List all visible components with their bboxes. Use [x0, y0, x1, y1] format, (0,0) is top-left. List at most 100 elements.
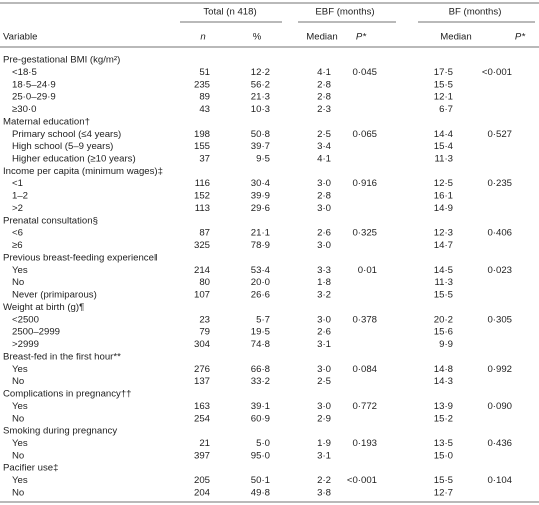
cell: 0·090: [487, 401, 512, 412]
column-header: n: [200, 32, 205, 43]
cell: 21: [199, 438, 210, 449]
row-label: 25·0–29·9: [12, 92, 56, 103]
cell: 11·3: [435, 153, 454, 164]
cell: 43: [199, 104, 210, 115]
cell: 37: [199, 153, 210, 164]
cell: 198: [194, 129, 210, 140]
cell: 0·305: [487, 314, 512, 325]
cell: 137: [194, 376, 210, 387]
cell: 3·1: [317, 450, 331, 461]
group-header: BF (months): [449, 7, 502, 18]
cell: 3·0: [317, 178, 331, 189]
cell: 6·7: [439, 104, 453, 115]
cell: 304: [194, 339, 211, 350]
cell: 0·045: [352, 67, 377, 78]
row-label: <6: [12, 228, 23, 239]
section-label: Smoking during pregnancy: [3, 426, 117, 437]
cell: 1·9: [317, 438, 331, 449]
cell: 66·8: [251, 364, 270, 375]
cell: 10·3: [251, 104, 270, 115]
row-label: >2: [12, 203, 23, 214]
cell: 49·8: [251, 487, 270, 498]
column-header: %: [253, 32, 262, 43]
row-label: Yes: [12, 438, 28, 449]
cell: 254: [194, 413, 211, 424]
cell: 3·3: [317, 265, 331, 276]
row-label: No: [12, 450, 24, 461]
row-label: Yes: [12, 364, 28, 375]
row-label: <1: [12, 178, 23, 189]
section-label: Maternal education†: [3, 116, 90, 127]
cell: 50·8: [251, 129, 270, 140]
cell: 12·3: [434, 228, 453, 239]
cell: 5·0: [256, 438, 270, 449]
cell: 1·8: [317, 277, 331, 288]
cell: 2·8: [317, 92, 331, 103]
cell: 39·9: [251, 191, 270, 202]
row-label: Yes: [12, 475, 28, 486]
cell: 15·2: [434, 413, 453, 424]
cell: 0·065: [352, 129, 377, 140]
cell: <0·001: [482, 67, 512, 78]
cell: 11·3: [435, 277, 454, 288]
cell: 0·916: [352, 178, 377, 189]
cell: 33·2: [251, 376, 270, 387]
row-label: <18·5: [12, 67, 37, 78]
cell: 60·9: [251, 413, 270, 424]
cell: 23: [199, 314, 210, 325]
cell: 5·7: [256, 314, 270, 325]
cell: 14·5: [434, 265, 453, 276]
row-label: No: [12, 413, 24, 424]
row-label: Primary school (≤4 years): [12, 129, 121, 140]
cell: 15·5: [434, 290, 453, 301]
row-label: >2999: [12, 339, 39, 350]
section-label: Weight at birth (g)¶: [3, 302, 84, 313]
column-header: Median: [440, 32, 471, 43]
cell: 3·2: [317, 290, 331, 301]
cell: 2·6: [317, 228, 331, 239]
cell: 0·235: [487, 178, 512, 189]
cell: 276: [194, 364, 210, 375]
cell: 13·9: [434, 401, 453, 412]
group-header: Total (n 418): [203, 7, 256, 18]
section-label: Pre-gestational BMI (kg/m²): [3, 55, 120, 66]
row-label: Yes: [12, 265, 28, 276]
cell: 116: [195, 178, 210, 189]
cell: 9·5: [256, 153, 270, 164]
cell: 17·5: [434, 67, 453, 78]
cell: 39·7: [251, 141, 270, 152]
cell: 4·1: [317, 67, 331, 78]
cell: 0·084: [352, 364, 377, 375]
cell: 3·0: [317, 401, 331, 412]
cell: 0·023: [487, 265, 512, 276]
cell: 2·6: [317, 327, 331, 338]
cell: 50·1: [251, 475, 270, 486]
cell: 14·3: [434, 376, 453, 387]
section-label: Breast-fed in the first hour**: [3, 351, 121, 362]
cell: 3·4: [317, 141, 332, 152]
cell: 87: [199, 228, 210, 239]
cell: 21·3: [251, 92, 270, 103]
row-label: No: [12, 376, 24, 387]
cell: 21·1: [251, 228, 270, 239]
cell: 0·01: [358, 265, 377, 276]
row-label: No: [12, 277, 24, 288]
row-label: ≥30·0: [12, 104, 36, 115]
cell: 39·1: [251, 401, 270, 412]
column-header: P*: [515, 32, 525, 43]
cell: 19·5: [251, 327, 270, 338]
cell: 51: [199, 67, 210, 78]
cell: 3·0: [317, 314, 331, 325]
cell: 3·0: [317, 203, 331, 214]
row-label: Higher education (≥10 years): [12, 153, 136, 164]
cell: 16·1: [434, 191, 453, 202]
cell: 14·4: [434, 129, 454, 140]
cell: 89: [199, 92, 210, 103]
row-label: High school (5–9 years): [12, 141, 113, 152]
cell: 0·325: [352, 228, 377, 239]
cell: 80: [199, 277, 210, 288]
cell: 79: [199, 327, 210, 338]
group-header: EBF (months): [315, 7, 374, 18]
cell: 56·2: [251, 79, 270, 90]
